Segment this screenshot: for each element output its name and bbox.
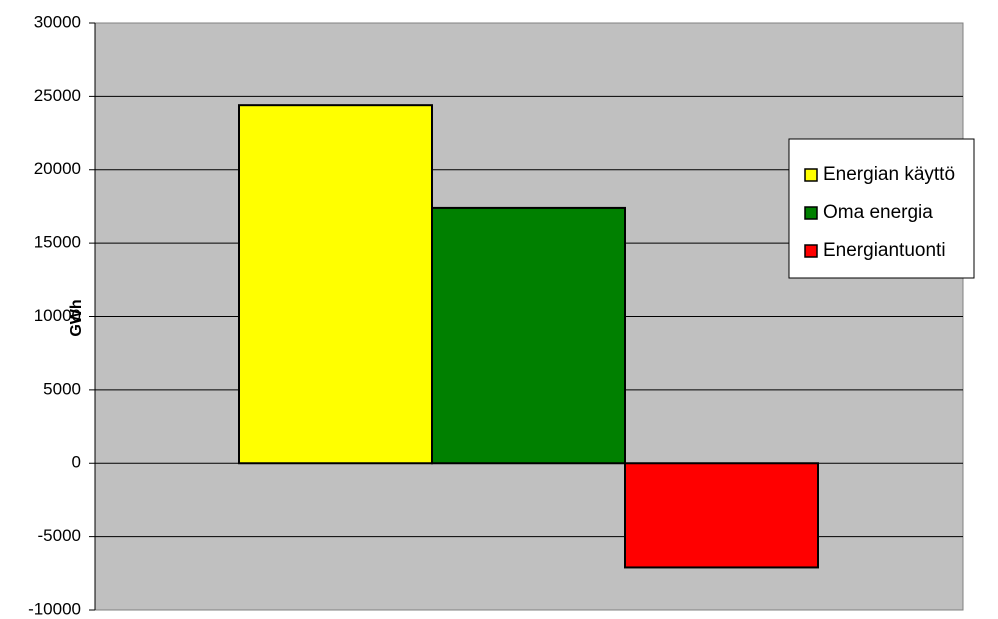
legend-marker-2 bbox=[804, 244, 818, 258]
bar-0 bbox=[238, 104, 433, 465]
bar-1 bbox=[431, 206, 626, 465]
legend-box bbox=[788, 138, 975, 279]
y-tick-label: 5000 bbox=[43, 379, 81, 398]
legend-label-1: Oma energia bbox=[823, 202, 933, 223]
legend-marker-1 bbox=[804, 206, 818, 220]
bar-2 bbox=[624, 462, 819, 569]
bars bbox=[238, 104, 819, 569]
y-axis: 30000 25000 20000 15000 10000 5000 0 -5000 -1000… bbox=[28, 12, 96, 618]
y-tick-label: 10000 bbox=[34, 306, 81, 325]
y-tick-label: -10000 bbox=[28, 599, 81, 618]
legend-label-0: Energian käyttö bbox=[823, 164, 955, 185]
y-tick-label: 0 bbox=[72, 453, 81, 472]
legend-marker-0 bbox=[804, 168, 818, 182]
legend: Energian käyttö Oma energia Energiantuonti bbox=[788, 138, 975, 279]
legend-label-2: Energiantuonti bbox=[823, 240, 946, 261]
y-tick-label: 20000 bbox=[34, 159, 81, 178]
y-axis-label: GWh bbox=[68, 299, 85, 336]
y-tick-label: 15000 bbox=[34, 233, 81, 252]
y-tick-label: 30000 bbox=[34, 12, 81, 31]
y-tick-label: 25000 bbox=[34, 86, 81, 105]
y-tick-label: -5000 bbox=[38, 526, 81, 545]
